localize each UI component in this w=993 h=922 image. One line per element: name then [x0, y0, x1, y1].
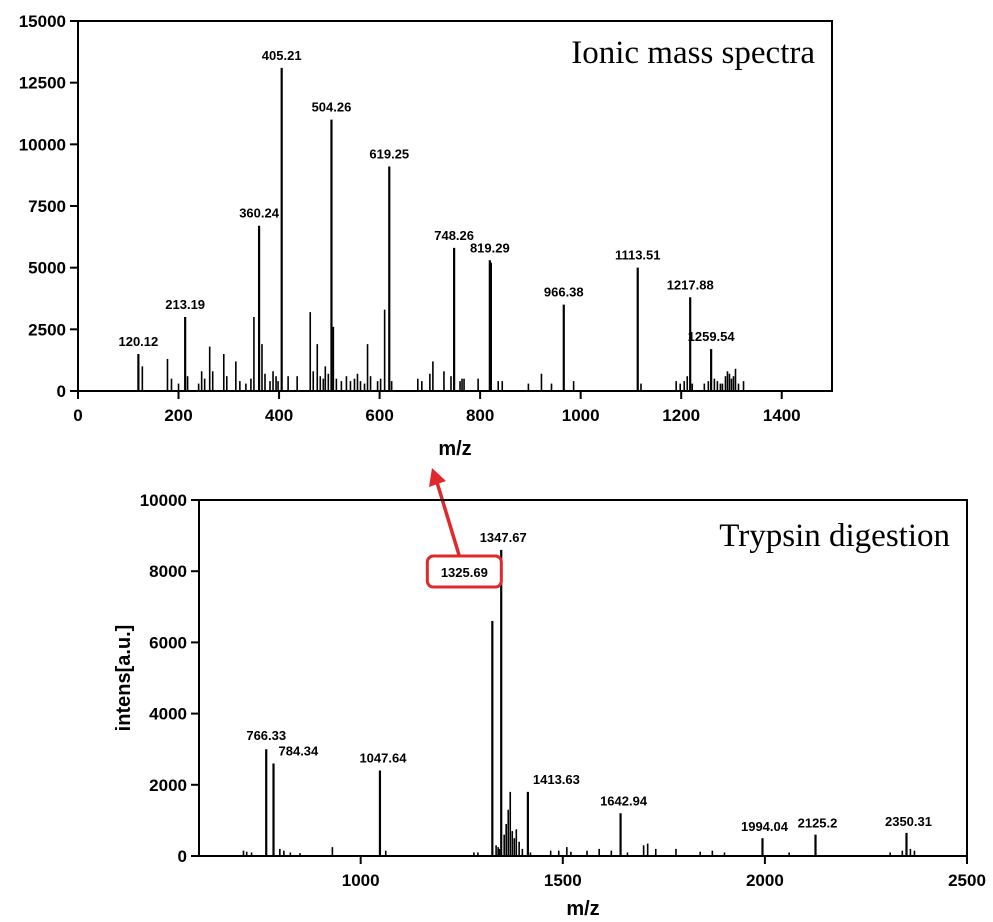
bot-peak-label-5: 1413.63 [533, 772, 580, 787]
bot-x-tick-label-1: 1500 [544, 871, 582, 890]
bot-x-tick-label-0: 1000 [342, 871, 380, 890]
top-x-tick-label-4: 800 [466, 406, 494, 425]
bot-peak-label-0: 766.33 [246, 728, 286, 743]
bottom-y-axis-title: intens[a.u.] [113, 625, 135, 732]
top-peak-label-1: 213.19 [165, 297, 205, 312]
top-peak-label-5: 619.25 [369, 147, 409, 162]
top-y-tick-label-0: 0 [57, 382, 66, 401]
top-x-tick-label-5: 1000 [562, 406, 600, 425]
bottom-plot-frame [198, 499, 968, 857]
bot-peak-label-8: 2125.2 [798, 816, 838, 831]
top-y-tick-label-3: 7500 [28, 197, 66, 216]
bottom-peaks [242, 549, 916, 856]
top-x-tick-label-0: 0 [73, 406, 82, 425]
top-peak-label-10: 1217.88 [667, 277, 714, 292]
bot-peak-label-7: 1994.04 [741, 819, 789, 834]
top-peak-labels: 120.12 213.19 360.24 405.21 504.26 619.25 748.… [118, 48, 735, 349]
bot-y-tick-label-4: 8000 [149, 562, 187, 581]
top-peak-label-8: 966.38 [544, 285, 584, 300]
bot-peak-label-2: 1047.64 [359, 751, 407, 766]
top-y-ticks: 0 2500 5000 7500 10000 12500 15000 [19, 12, 78, 401]
bot-peak-label-4: 1347.67 [480, 530, 527, 545]
top-y-tick-label-5: 12500 [19, 74, 66, 93]
top-x-tick-label-1: 200 [164, 406, 192, 425]
ionic-mass-spectra-panel: 120.12 213.19 360.24 405.21 504.26 619.25 748.… [19, 12, 833, 460]
bot-y-tick-label-1: 2000 [149, 776, 187, 795]
top-peak-label-7: 819.29 [470, 240, 510, 255]
top-peak-label-3: 405.21 [262, 48, 302, 63]
top-y-tick-label-6: 15000 [19, 12, 66, 31]
top-x-axis-title: m/z [438, 438, 471, 460]
highlight-box [425, 554, 503, 589]
top-peak-label-2: 360.24 [239, 206, 280, 221]
bottom-x-ticks: 1000 1500 2000 2500 [342, 856, 986, 890]
bot-peak-label-9: 2350.31 [885, 814, 932, 829]
top-peak-label-6: 748.26 [434, 228, 474, 243]
bottom-chart-title: Trypsin digestion [719, 518, 950, 554]
bot-peak-label-1: 784.34 [279, 743, 320, 758]
top-x-tick-label-6: 1200 [662, 406, 700, 425]
top-peak-label-11: 1259.54 [688, 329, 736, 344]
bot-y-tick-label-3: 6000 [149, 633, 187, 652]
bot-peak-label-6: 1642.94 [600, 793, 648, 808]
top-chart-title: Ionic mass spectra [571, 35, 815, 71]
bot-x-tick-label-2: 2000 [746, 871, 784, 890]
bot-y-tick-label-0: 0 [178, 847, 187, 866]
top-y-tick-label-4: 10000 [19, 135, 66, 154]
top-x-ticks: 0 200 400 600 800 1000 1200 1400 [73, 391, 801, 425]
bot-x-tick-label-3: 2500 [948, 871, 986, 890]
bottom-x-axis-title: m/z [566, 898, 599, 920]
top-y-tick-label-2: 5000 [28, 259, 66, 278]
top-peak-label-9: 1113.51 [615, 248, 661, 263]
top-x-tick-label-3: 600 [365, 406, 393, 425]
top-x-tick-label-2: 400 [265, 406, 293, 425]
top-peaks [137, 67, 745, 391]
top-x-tick-label-7: 1400 [763, 406, 801, 425]
top-y-tick-label-1: 2500 [28, 320, 66, 339]
top-peak-label-0: 120.12 [118, 334, 158, 349]
top-peak-label-4: 504.26 [312, 100, 352, 115]
bot-y-tick-label-2: 4000 [149, 705, 187, 724]
bot-peak-label-3: 1325.69 [441, 565, 488, 580]
bot-y-tick-label-5: 10000 [140, 491, 187, 510]
bottom-y-ticks: 0 2000 4000 6000 8000 10000 [140, 491, 199, 866]
